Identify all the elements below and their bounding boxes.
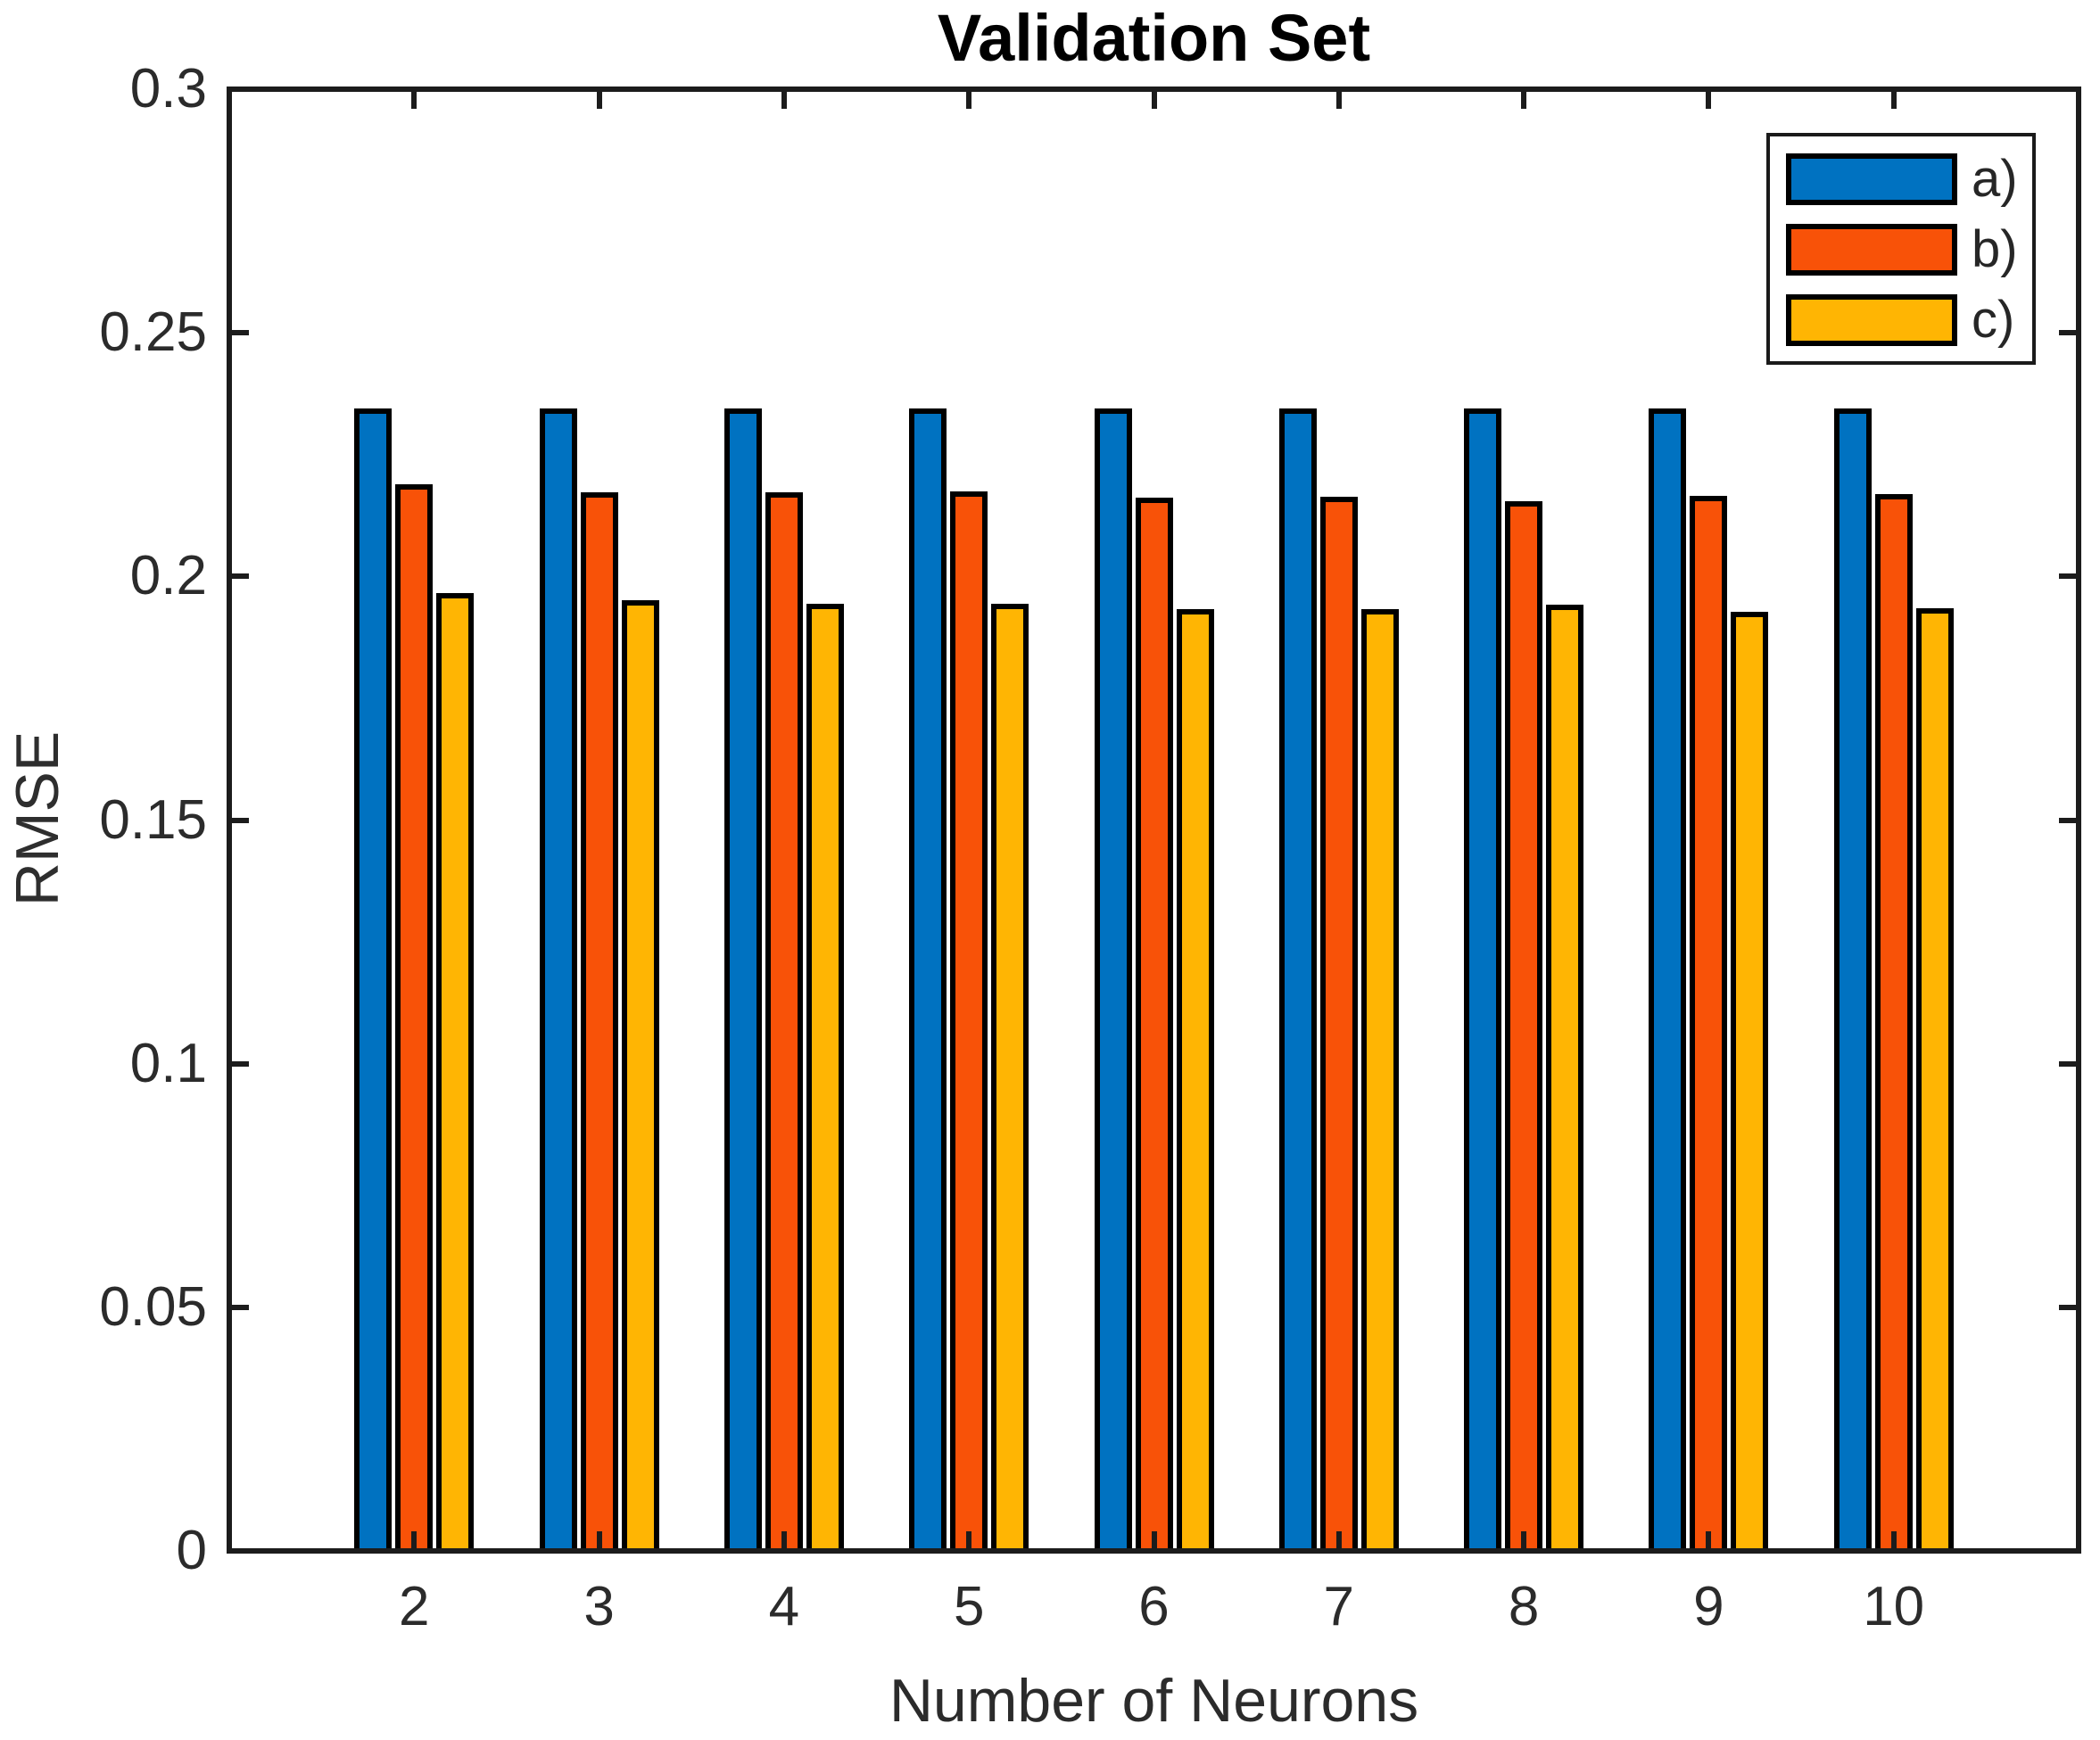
bar-a-6 (1094, 408, 1132, 1554)
bar-a-10 (1833, 408, 1872, 1554)
legend-label-a: a) (1972, 150, 2018, 208)
bar-a-5 (909, 408, 947, 1554)
x-tick (1151, 89, 1157, 109)
bar-c-9 (1731, 611, 1769, 1554)
x-tick (966, 89, 972, 109)
legend-item: a) (1786, 153, 2032, 205)
bar-c-7 (1360, 608, 1399, 1554)
y-tick (2059, 1304, 2079, 1310)
x-tick (596, 89, 602, 109)
bar-b-5 (950, 491, 988, 1554)
x-tick-label: 10 (1863, 1576, 1925, 1637)
x-tick-label: 9 (1693, 1576, 1724, 1637)
y-tick (2059, 1060, 2079, 1067)
x-tick (966, 1531, 972, 1551)
legend-label-c: c) (1972, 291, 2015, 349)
y-tick-label: 0.25 (99, 301, 207, 364)
x-tick (781, 1531, 787, 1551)
legend: a) b) c) (1766, 133, 2036, 365)
x-tick (1521, 1531, 1527, 1551)
y-tick-label: 0.2 (129, 545, 207, 607)
chart-title: Validation Set (937, 0, 1371, 75)
y-tick-label: 0.15 (99, 788, 207, 851)
bar-b-6 (1135, 497, 1173, 1554)
y-tick (2059, 330, 2079, 336)
x-tick (411, 1531, 418, 1551)
legend-label-b: b) (1972, 220, 2018, 278)
bar-c-2 (436, 592, 475, 1554)
y-tick (229, 1060, 249, 1067)
x-tick (1521, 89, 1527, 109)
x-tick (781, 89, 787, 109)
bar-b-10 (1874, 494, 1913, 1554)
y-tick (229, 330, 249, 336)
x-tick-label: 7 (1323, 1576, 1355, 1637)
x-tick-label: 2 (399, 1576, 430, 1637)
y-tick-label: 0 (176, 1520, 207, 1581)
legend-swatch-a (1786, 153, 1957, 205)
x-tick-label: 3 (583, 1576, 615, 1637)
x-tick (1335, 1531, 1342, 1551)
y-tick-label: 0.05 (99, 1275, 207, 1338)
bar-c-5 (991, 603, 1029, 1554)
x-axis-label: Number of Neurons (889, 1667, 1419, 1735)
bar-b-2 (395, 483, 434, 1554)
bar-a-2 (354, 408, 393, 1554)
bar-b-4 (765, 492, 803, 1554)
bar-b-9 (1690, 495, 1728, 1554)
y-tick (229, 573, 249, 580)
legend-swatch-c (1786, 294, 1957, 346)
bar-c-6 (1176, 608, 1214, 1554)
legend-item: c) (1786, 294, 2032, 346)
bar-a-3 (539, 408, 577, 1554)
y-tick-label: 0.1 (129, 1032, 207, 1094)
x-tick-label: 6 (1138, 1576, 1170, 1637)
x-tick-label: 5 (953, 1576, 985, 1637)
bar-c-10 (1915, 607, 1954, 1554)
x-tick (1335, 89, 1342, 109)
bar-b-3 (580, 492, 618, 1554)
x-tick (1706, 89, 1712, 109)
x-tick (1151, 1531, 1157, 1551)
bar-c-4 (806, 603, 844, 1554)
legend-swatch-b (1786, 224, 1957, 276)
bar-c-3 (621, 600, 659, 1554)
x-tick (1706, 1531, 1712, 1551)
x-tick-label: 4 (768, 1576, 800, 1637)
bar-a-9 (1649, 408, 1687, 1554)
bar-a-4 (723, 408, 762, 1554)
x-tick (596, 1531, 602, 1551)
bar-b-8 (1505, 501, 1543, 1554)
x-tick (411, 89, 418, 109)
legend-item: b) (1786, 224, 2032, 276)
y-tick (2059, 817, 2079, 823)
bar-c-8 (1546, 605, 1584, 1554)
bar-a-7 (1278, 408, 1317, 1554)
x-tick (1890, 1531, 1897, 1551)
y-tick-label: 0.3 (129, 58, 207, 120)
bar-b-7 (1319, 497, 1358, 1554)
y-tick (2059, 573, 2079, 580)
x-tick-label: 8 (1508, 1576, 1540, 1637)
y-tick (229, 817, 249, 823)
x-tick (1890, 89, 1897, 109)
y-tick (229, 1304, 249, 1310)
bar-a-8 (1464, 408, 1502, 1554)
